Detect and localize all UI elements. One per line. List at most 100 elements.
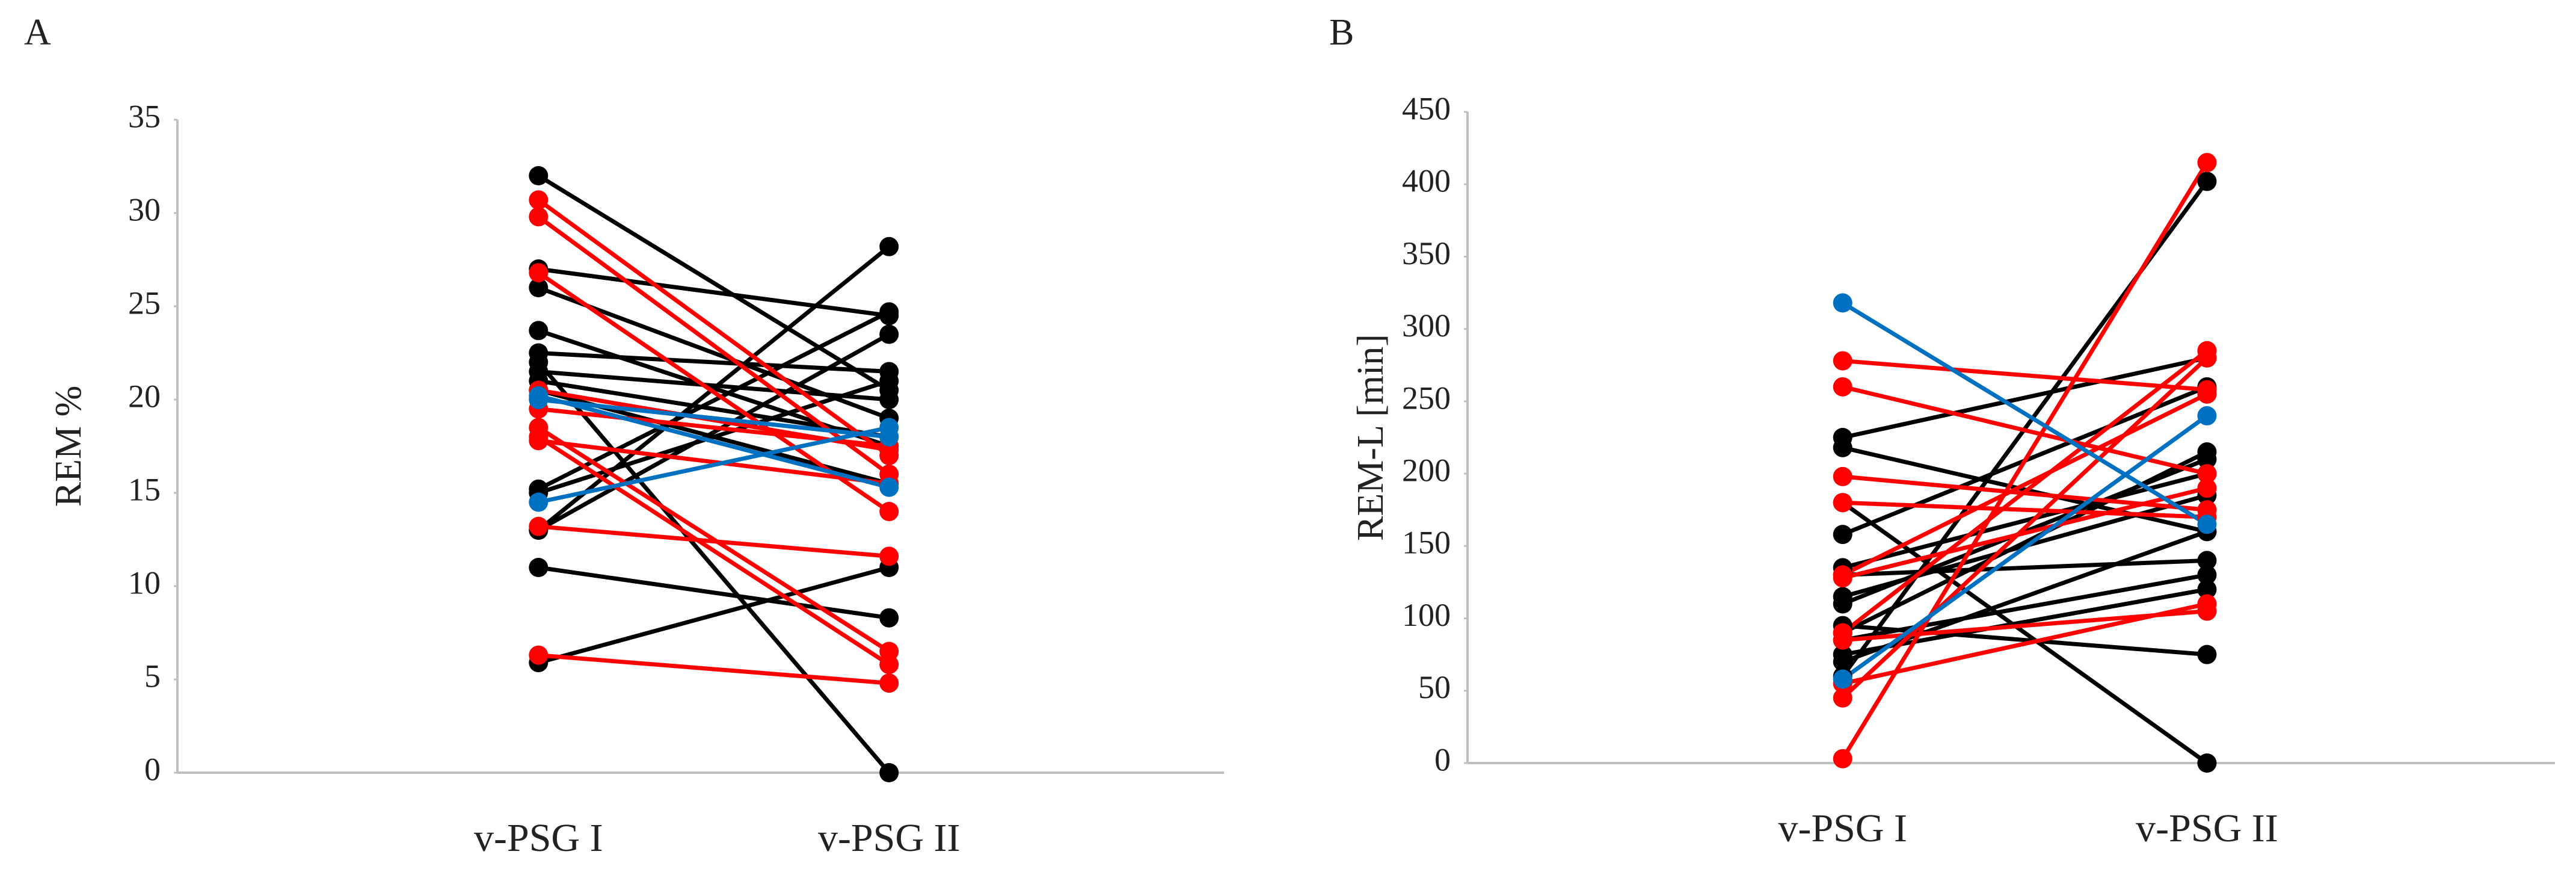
- series-line: [1840, 161, 2209, 760]
- y-tick-label: 150: [1402, 525, 1451, 561]
- data-point: [529, 431, 549, 451]
- data-point: [2197, 384, 2217, 404]
- series-line: [1842, 486, 2208, 580]
- y-tick-label: 20: [128, 378, 161, 414]
- series-line: [538, 425, 890, 504]
- y-tick-label: 50: [1418, 669, 1451, 705]
- series-line: [538, 524, 890, 558]
- data-point: [879, 302, 899, 322]
- y-tick-label: 350: [1402, 235, 1451, 271]
- series-line: [538, 565, 890, 665]
- data-point: [1833, 351, 1852, 371]
- panel-label: A: [24, 12, 51, 53]
- panel-label: B: [1329, 12, 1354, 53]
- series-line: [537, 174, 891, 392]
- data-point: [1833, 630, 1852, 650]
- data-point: [879, 763, 899, 782]
- y-tick-label: 15: [128, 471, 161, 507]
- y-tick-label: 25: [128, 285, 161, 321]
- data-point: [879, 324, 899, 344]
- data-point: [1833, 493, 1852, 513]
- data-point: [2197, 442, 2217, 462]
- series-line: [1842, 359, 2207, 392]
- data-point: [1833, 749, 1852, 768]
- data-point: [529, 492, 549, 512]
- data-point: [1833, 688, 1852, 708]
- data-point: [879, 502, 899, 521]
- data-point: [2197, 153, 2217, 173]
- data-point: [2197, 753, 2217, 773]
- y-tick-label: 0: [144, 751, 161, 787]
- x-tick-label: v-PSG II: [2136, 806, 2278, 850]
- data-point: [2197, 172, 2217, 191]
- data-point: [529, 166, 549, 185]
- series-line: [1842, 450, 2208, 635]
- data-point: [879, 655, 899, 675]
- series-line: [538, 565, 890, 620]
- data-point: [2197, 645, 2217, 664]
- y-tick-label: 450: [1402, 90, 1451, 126]
- series-line: [538, 379, 890, 439]
- data-point: [2197, 348, 2217, 368]
- y-tick-label: 0: [1434, 741, 1451, 778]
- data-point: [879, 546, 899, 566]
- series-line: [538, 394, 890, 490]
- data-point: [529, 558, 549, 577]
- series-line: [1841, 414, 2209, 681]
- series-line: [537, 310, 890, 491]
- y-tick-label: 400: [1402, 163, 1451, 199]
- series-line: [1841, 348, 2209, 635]
- series-line: [538, 397, 890, 439]
- data-point: [1833, 652, 1852, 672]
- data-point: [1833, 594, 1852, 614]
- data-point: [879, 673, 899, 693]
- y-tick-label: 5: [144, 658, 161, 694]
- y-tick-label: 250: [1402, 380, 1451, 416]
- data-point: [2197, 551, 2217, 570]
- series-line: [537, 435, 891, 667]
- data-point: [2197, 406, 2217, 425]
- data-point: [529, 278, 549, 297]
- data-point: [529, 190, 549, 210]
- data-point: [879, 390, 899, 409]
- y-tick-label: 300: [1402, 308, 1451, 344]
- data-point: [1833, 377, 1852, 397]
- data-point: [879, 608, 899, 628]
- x-tick-label: v-PSG II: [818, 816, 961, 860]
- data-point: [529, 263, 549, 283]
- series-line: [537, 332, 890, 533]
- data-point: [879, 237, 899, 256]
- data-point: [879, 371, 899, 391]
- series-line: [1841, 301, 2209, 527]
- data-point: [529, 645, 549, 665]
- x-tick-label: v-PSG I: [1778, 806, 1907, 850]
- data-point: [879, 477, 899, 497]
- data-point: [1833, 293, 1852, 313]
- data-point: [879, 427, 899, 447]
- data-point: [1833, 525, 1852, 545]
- data-point: [2197, 515, 2217, 534]
- data-point: [529, 516, 549, 536]
- data-point: [2197, 580, 2217, 599]
- data-point: [1833, 669, 1852, 689]
- series-line: [1842, 572, 2208, 643]
- y-axis-label: REM-L [min]: [1350, 334, 1391, 541]
- series-line: [537, 198, 891, 457]
- series-line: [1842, 558, 2207, 577]
- y-tick-label: 30: [128, 191, 161, 227]
- x-tick-label: v-PSG I: [474, 816, 603, 860]
- data-point: [529, 390, 549, 409]
- series-line: [537, 245, 891, 532]
- data-point: [529, 207, 549, 227]
- series-line: [538, 369, 890, 402]
- series-line: [1841, 356, 2209, 700]
- data-point: [1833, 568, 1852, 588]
- series-line: [1842, 500, 2207, 519]
- series-line: [538, 438, 890, 486]
- y-tick-label: 100: [1402, 597, 1451, 633]
- y-axis-label: REM %: [48, 386, 89, 507]
- data-point: [2197, 464, 2217, 484]
- data-point: [1833, 437, 1852, 457]
